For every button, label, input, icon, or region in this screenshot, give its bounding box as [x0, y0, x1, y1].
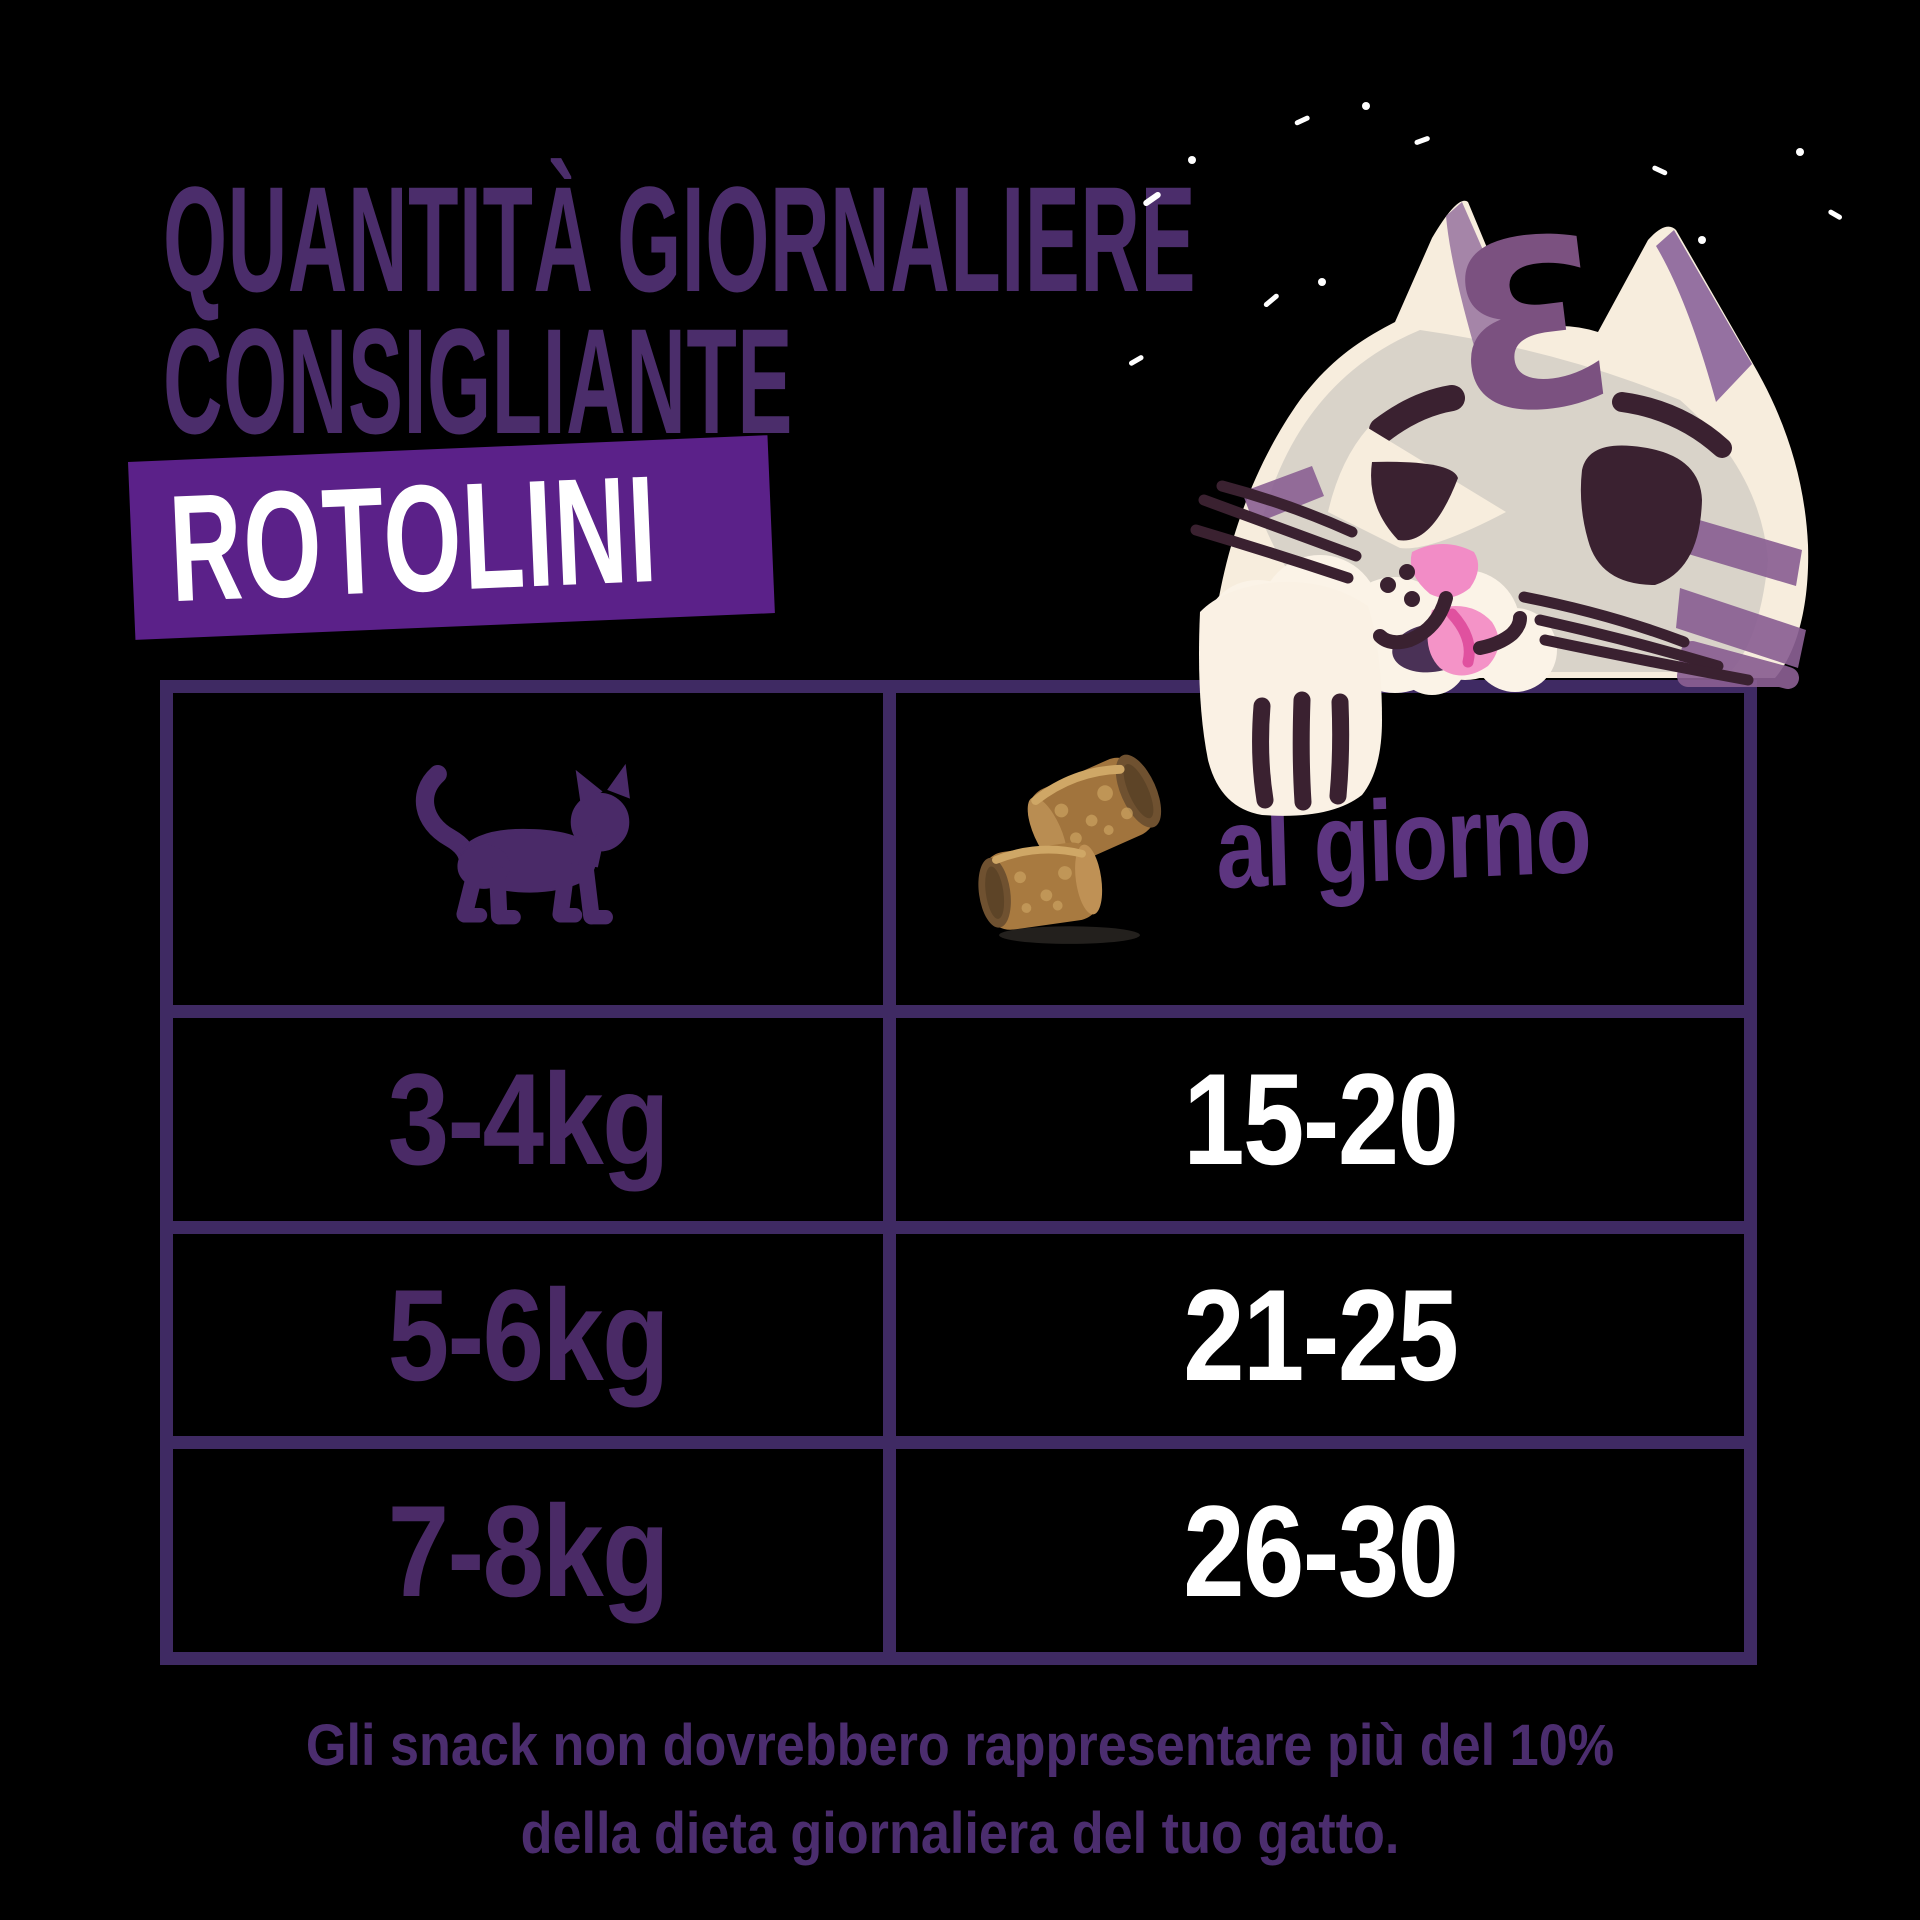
- cat-silhouette-icon: [415, 763, 630, 925]
- table-row-amount: 21-25: [896, 1233, 1744, 1437]
- cat-tongue-stripe: [1446, 608, 1475, 668]
- cat-whiskers: [1190, 480, 1754, 686]
- amount-value: 15-20: [1182, 1046, 1459, 1193]
- cat-forehead-marking: Ɛ: [1436, 183, 1629, 471]
- disclaimer-line1: Gli snack non dovrebbero rappresentare p…: [305, 1713, 1615, 1778]
- cat-illustration: Ɛ: [1128, 102, 1843, 816]
- feeding-guide-table: al giorno 3-4kg 15-20 5-6kg 21-25 7-8kg …: [160, 680, 1757, 1665]
- cat-cheek-stripe-1: [1668, 512, 1802, 586]
- cat-left-eyebrow: [1369, 385, 1465, 443]
- cat-left-ear-shade: [1446, 202, 1518, 346]
- cat-right-eye: [1580, 445, 1702, 585]
- cat-paw: [1199, 581, 1382, 816]
- table-row-amount: 15-20: [896, 1018, 1744, 1221]
- disclaimer-note: Gli snack non dovrebbero rappresentare p…: [0, 1702, 1920, 1878]
- page-title: QUANTITÀ GIORNALIERE CONSIGLIANTE: [163, 155, 1920, 465]
- table-header-cat: [173, 693, 883, 1005]
- amount-value: 26-30: [1182, 1477, 1459, 1624]
- paint-speckles: [1128, 102, 1843, 366]
- weight-value: 7-8kg: [387, 1477, 670, 1624]
- cat-right-ear-shade: [1656, 230, 1752, 402]
- cat-left-eye: [1371, 461, 1458, 541]
- cat-smile-right: [1473, 611, 1527, 655]
- cat-nose: [1410, 544, 1479, 598]
- table-row-weight: 7-8kg: [173, 1449, 883, 1652]
- cat-cheek-stripe-left: [1242, 466, 1324, 524]
- page-title-line2: CONSIGLIANTE: [163, 297, 793, 465]
- table-row-amount: 26-30: [896, 1449, 1744, 1652]
- product-badge: ROTOLINI: [128, 435, 775, 640]
- cat-smile-left: [1373, 591, 1453, 650]
- cat-whisker-dots: [1380, 564, 1420, 607]
- cat-cheek-stripe-2: [1676, 588, 1806, 668]
- disclaimer-line2: della dieta giornaliera del tuo gatto.: [520, 1801, 1400, 1866]
- page-title-line1: QUANTITÀ GIORNALIERE: [163, 155, 1197, 323]
- product-badge-label: ROTOLINI: [166, 443, 661, 634]
- amount-value: 21-25: [1182, 1261, 1459, 1408]
- weight-value: 5-6kg: [387, 1261, 670, 1408]
- weight-value: 3-4kg: [387, 1046, 670, 1193]
- cat-paw-toes: [1252, 691, 1350, 811]
- table-row-weight: 3-4kg: [173, 1018, 883, 1221]
- treats-icon: [978, 754, 1161, 944]
- cat-right-eyebrow: [1612, 392, 1732, 458]
- table-row-weight: 5-6kg: [173, 1233, 883, 1437]
